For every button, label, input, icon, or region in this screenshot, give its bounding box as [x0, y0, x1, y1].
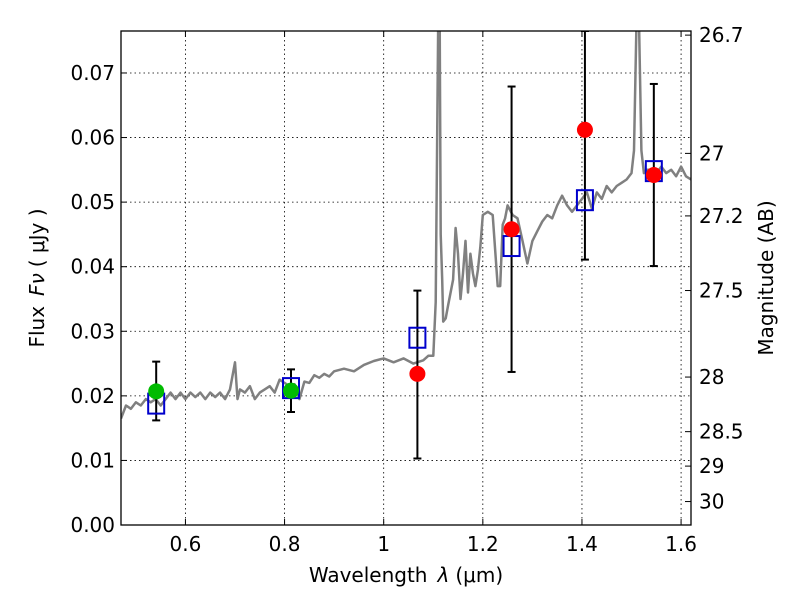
y-tick-label: 0.07	[70, 61, 115, 85]
y2-tick-label: 29	[699, 454, 724, 478]
x-tick-label: 1	[377, 532, 390, 556]
y2-tick-label: 26.7	[699, 23, 744, 47]
flux-point-marker	[576, 121, 593, 138]
y2-tick-label: 27	[699, 141, 724, 165]
y2-tick-label: 28.5	[699, 420, 744, 444]
model-square-marker	[575, 189, 594, 212]
y2-tick-label: 28	[699, 365, 724, 389]
flux-point-marker	[148, 383, 165, 400]
y-tick-label: 0.01	[70, 448, 115, 472]
model-square-marker	[408, 326, 427, 349]
flux-point-marker	[645, 167, 662, 184]
flux-point-marker	[503, 221, 520, 238]
x-tick-label: 1.2	[467, 532, 499, 556]
dots-layer	[148, 121, 662, 400]
plot-frame	[120, 30, 692, 526]
y-tick-label: 0.02	[70, 384, 115, 408]
spectrum-line	[121, 31, 691, 419]
y-tick-label: 0.00	[70, 513, 115, 537]
y-tick-label: 0.06	[70, 126, 115, 150]
spectrum-layer	[121, 31, 691, 419]
y2-tick-label: 27.2	[699, 204, 744, 228]
y-tick-label: 0.03	[70, 319, 115, 343]
x-tick-label: 1.4	[566, 532, 598, 556]
y-tick-label: 0.04	[70, 255, 115, 279]
x-axis: 0.6 0.8 1 1.2 1.4 1.6	[170, 31, 697, 556]
y2-tick-label: 27.5	[699, 279, 744, 303]
flux-point-marker	[409, 365, 426, 382]
y-axis-label: FluxFν( μJy )	[25, 208, 49, 347]
y2-tick-label: 30	[699, 490, 724, 514]
y2-axis: 26.7 27 27.2 27.5 28 28.5 29 30	[685, 23, 744, 514]
grid	[121, 31, 691, 525]
x-tick-label: 0.6	[170, 532, 202, 556]
flux-point-marker	[283, 382, 300, 399]
y-axis: 0.00 0.01 0.02 0.03 0.04 0.05 0.06 0.07	[70, 61, 127, 537]
y2-axis-label: Magnitude (AB)	[754, 200, 778, 355]
x-tick-label: 1.6	[665, 532, 697, 556]
y-tick-label: 0.05	[70, 190, 115, 214]
x-tick-label: 0.8	[269, 532, 301, 556]
x-axis-label: Wavelength λ (μm)	[309, 563, 503, 587]
